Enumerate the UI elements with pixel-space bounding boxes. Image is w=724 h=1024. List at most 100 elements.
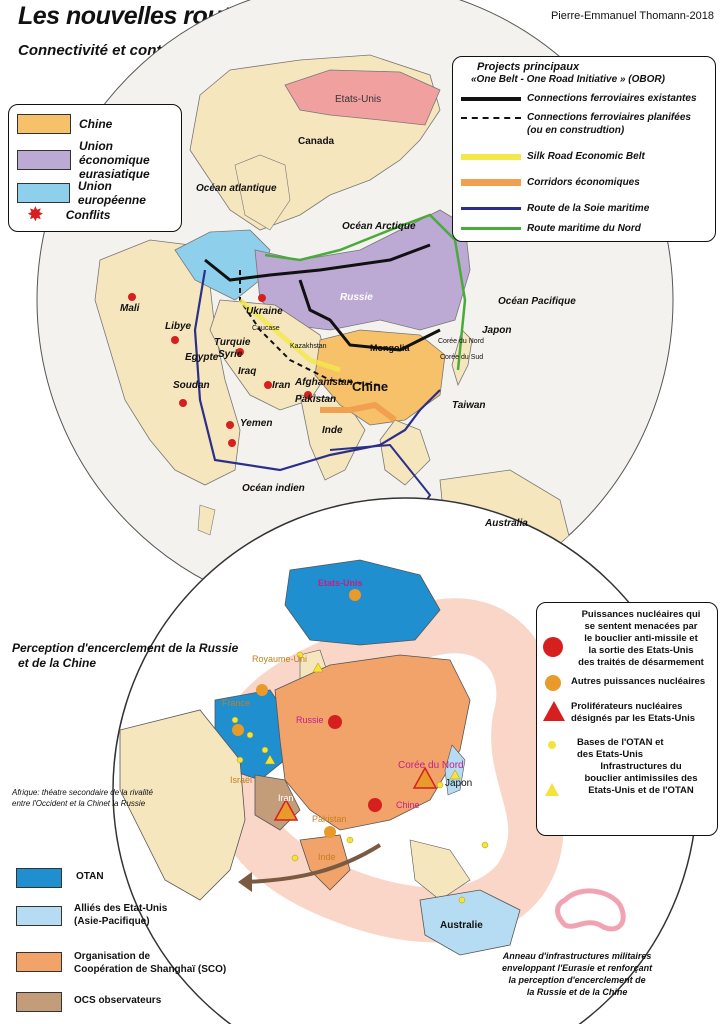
proliferator-triangle-icon (543, 701, 565, 721)
ring-note-line: la perception d'encerclement de (508, 975, 646, 985)
label-yemen: Yemen (240, 418, 273, 429)
usa-area (284, 69, 441, 126)
label-syria: Syrie (218, 349, 243, 360)
rail-existing-south (298, 279, 441, 352)
label-north-korea: Corée du Nord (438, 338, 484, 345)
label-canada: Canada (298, 136, 335, 147)
label-usa: Etats-Unis (335, 94, 382, 105)
conflict-icon (226, 421, 234, 429)
label-libya: Libye (165, 321, 192, 332)
legend-allies: Alliés des Etat-Unis (Asie-Pacifique) (74, 902, 167, 928)
africa-note-line2: entre l'Occident et la Chinet la Russie (12, 799, 146, 808)
legend-label: Union européenne (77, 179, 146, 207)
label2-usa: Etats-Unis (318, 578, 363, 588)
shield-triangle (264, 754, 276, 765)
legend-rail-existing: Connections ferroviaires existantes (461, 93, 697, 104)
bottom-globe-map (119, 559, 564, 956)
base-dot (346, 836, 354, 844)
label-mongolia: Mongolia (370, 343, 410, 353)
legend-nuclear-threatened: Puissances nucléaires qui se sentent men… (571, 609, 711, 669)
legend-line: Organisation de (74, 951, 151, 962)
legend-other-nuclear: Autres puissances nucléaires (571, 676, 706, 687)
base-dot (436, 781, 444, 789)
ring-note-line: Anneau d'infrastructures militaires (502, 951, 652, 961)
legend-corridors: Corridors économiques (461, 177, 640, 188)
radiation-icon (324, 826, 336, 838)
label2-pakistan: Pakistan (312, 814, 347, 824)
africa-arrow (244, 843, 382, 884)
proliferator-icon (412, 766, 438, 789)
orange-radiation-icon (545, 675, 561, 691)
legend-label-line1: Connections ferroviaires planifées (527, 112, 691, 123)
legend-label: Chine (79, 117, 113, 131)
yellow-triangle-icon (545, 783, 559, 796)
rail-existing-north (204, 243, 431, 282)
conflict-icon (128, 293, 136, 301)
label-south-korea: Corée du Sud (440, 354, 484, 361)
ring-note: Anneau d'infrastructures militaires enve… (502, 950, 652, 998)
base-dot (236, 756, 244, 764)
radiation-icon (232, 724, 244, 736)
base-dot (296, 651, 304, 659)
label-india: Inde (322, 425, 343, 436)
label-afghanistan: Afghanistan (295, 377, 353, 388)
northern-sea-route (264, 213, 467, 371)
label2-china: Chine (396, 800, 420, 810)
nuclear-legend: Puissances nucléaires qui se sentent men… (536, 602, 718, 836)
bottom-map-title: Perception d'encerclement de la Russie e… (12, 641, 238, 671)
legend-line: se sentent menacées par (584, 621, 698, 632)
author-credit: Pierre-Emmanuel Thomann-2018 (550, 10, 714, 22)
legend-nato-bases: Bases de l'OTAN et des Etats-Unis (577, 737, 664, 761)
sco-swatch (16, 952, 62, 972)
legend-line: (Asie-Pacifique) (74, 916, 150, 927)
observers-swatch (16, 992, 62, 1012)
projects-legend: Projects principaux «One Belt - One Road… (452, 56, 716, 242)
middle-east-land (209, 299, 331, 411)
legend-proliferators: Proliférateurs nucléaires désignés par l… (571, 701, 695, 725)
legend-maritime-silk: Route de la Soie maritime (461, 203, 649, 214)
conflict-icon (171, 336, 179, 344)
label2-japan: Japon (445, 778, 473, 789)
legend-item-eaeu: Union économique eurasiatique (17, 139, 184, 181)
legend-silk-road: Silk Road Economic Belt (461, 151, 645, 162)
shield-triangle (312, 662, 324, 673)
label-pacific: Océan Pacifique (498, 296, 576, 307)
legend-item-china: Chine (17, 114, 112, 134)
label2-russia: Russie (296, 715, 324, 725)
conflict-star-icon: ✸ (27, 204, 44, 226)
legend-label: Route de la Soie maritime (527, 203, 650, 214)
legend-sco: Organisation de Coopération de Shanghaï … (74, 950, 226, 976)
legend-line: Puissances nucléaires qui (581, 609, 701, 620)
label2-australia: Australie (440, 920, 483, 931)
base-dot (231, 716, 239, 724)
legend-label-line2: (ou en construdtion) (527, 125, 625, 136)
projects-legend-title: Projects principaux (477, 61, 580, 73)
legend-nato: OTAN (76, 871, 104, 882)
label-egypt: Egypte (185, 352, 219, 363)
bottom-title-line2: et de la Chine (18, 656, 97, 670)
bottom-title-line1: Perception d'encerclement de la Russie (12, 641, 239, 655)
nato-bases (231, 651, 489, 904)
allies-swatch (16, 906, 62, 926)
nuclear-powers (232, 589, 438, 838)
conflict-icon (264, 381, 272, 389)
legend-line: le bouclier anti-missile et (584, 633, 698, 644)
economic-corridor (320, 401, 397, 423)
missile-shield-infra (264, 662, 461, 780)
legend-missile-shield: Infrastructures du bouclier antimissiles… (571, 761, 711, 797)
legend-line: Coopération de Shanghaï (SCO) (74, 964, 227, 975)
yellow-dot-icon (548, 741, 556, 749)
blue-line-swatch (461, 207, 521, 210)
label-iran: Iran (272, 380, 291, 391)
yellow-line-swatch (461, 153, 521, 160)
conflict-icon (228, 439, 236, 447)
label-iraq: Iraq (238, 366, 257, 377)
base-dot (291, 854, 299, 862)
legend-line: Alliés des Etat-Unis (74, 903, 168, 914)
label-atlantic: Océan atlantique (196, 183, 277, 194)
label2-north-korea: Corée du Nord (398, 760, 464, 771)
label-ukraine: Ukraine (246, 306, 283, 317)
label-sudan: Soudan (173, 380, 210, 391)
australia-ally (419, 889, 521, 956)
label2-uk: Royaume-Uni (252, 654, 308, 664)
